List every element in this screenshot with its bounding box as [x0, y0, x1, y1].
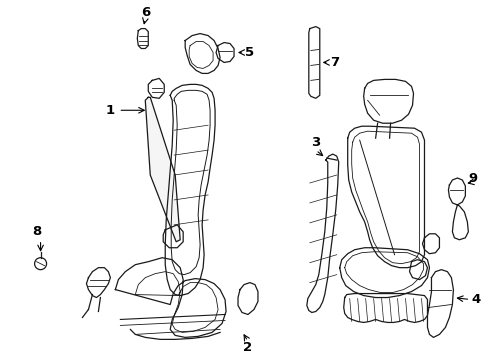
- Text: 9: 9: [468, 171, 477, 185]
- Text: 6: 6: [141, 6, 150, 19]
- Text: 5: 5: [244, 46, 254, 59]
- Polygon shape: [145, 97, 180, 242]
- Text: 8: 8: [32, 225, 41, 238]
- Text: 2: 2: [243, 341, 252, 354]
- Text: 4: 4: [470, 293, 480, 306]
- Text: 3: 3: [310, 136, 320, 149]
- Text: 7: 7: [329, 56, 338, 69]
- Text: 1: 1: [105, 104, 115, 117]
